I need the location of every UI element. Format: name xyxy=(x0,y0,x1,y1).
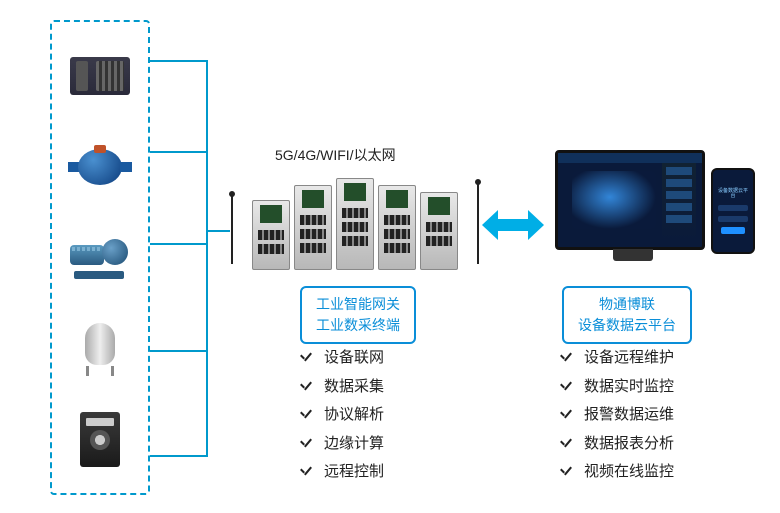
gateway-label-line2: 工业数采终端 xyxy=(316,315,400,336)
platform-label-line1: 物通博联 xyxy=(578,294,676,315)
feature-item: 报警数据运维 xyxy=(560,401,674,430)
feature-text: 视频在线监控 xyxy=(584,458,674,487)
feature-text: 报警数据运维 xyxy=(584,401,674,430)
gateway-hardware xyxy=(235,160,475,270)
phone-title: 设备数据云平台 xyxy=(717,189,749,200)
feature-text: 数据采集 xyxy=(324,373,384,402)
check-icon xyxy=(300,408,314,422)
gateway-unit-icon xyxy=(336,178,374,270)
device-electric-meter xyxy=(65,405,135,475)
pump-icon xyxy=(68,233,132,283)
feature-item: 远程控制 xyxy=(300,458,384,487)
device-flow-meter xyxy=(65,132,135,202)
feature-item: 设备远程维护 xyxy=(560,344,674,373)
gateway-unit-icon xyxy=(420,192,458,270)
check-icon xyxy=(560,465,574,479)
gateway-unit-icon xyxy=(294,185,332,270)
feature-item: 数据报表分析 xyxy=(560,430,674,459)
check-icon xyxy=(300,465,314,479)
feature-item: 数据采集 xyxy=(300,373,384,402)
device-bus-lines xyxy=(150,30,215,470)
platform-feature-list: 设备远程维护 数据实时监控 报警数据运维 数据报表分析 视频在线监控 xyxy=(560,344,674,487)
gateway-label-box: 工业智能网关 工业数采终端 xyxy=(300,286,416,344)
check-icon xyxy=(560,408,574,422)
check-icon xyxy=(560,380,574,394)
feature-item: 视频在线监控 xyxy=(560,458,674,487)
platform-label-line2: 设备数据云平台 xyxy=(578,315,676,336)
gateway-label-line1: 工业智能网关 xyxy=(316,294,400,315)
gateway-feature-list: 设备联网 数据采集 协议解析 边缘计算 远程控制 xyxy=(300,344,384,487)
gateway-unit-icon xyxy=(378,185,416,270)
feature-text: 边缘计算 xyxy=(324,430,384,459)
phone-icon: 设备数据云平台 xyxy=(711,168,755,254)
check-icon xyxy=(560,437,574,451)
feature-text: 设备远程维护 xyxy=(584,344,674,373)
feature-text: 数据报表分析 xyxy=(584,430,674,459)
feature-item: 边缘计算 xyxy=(300,430,384,459)
device-plc xyxy=(65,41,135,111)
feature-text: 远程控制 xyxy=(324,458,384,487)
electric-meter-icon xyxy=(80,412,120,467)
platform-label-box: 物通博联 设备数据云平台 xyxy=(562,286,692,344)
feature-text: 设备联网 xyxy=(324,344,384,373)
feature-item: 协议解析 xyxy=(300,401,384,430)
check-icon xyxy=(300,437,314,451)
cloud-platform-hardware: 设备数据云平台 xyxy=(555,150,755,280)
plc-icon xyxy=(70,57,130,95)
monitor-icon xyxy=(555,150,705,250)
check-icon xyxy=(300,380,314,394)
check-icon xyxy=(300,351,314,365)
tank-icon xyxy=(80,321,120,376)
bidirectional-arrow-icon xyxy=(482,210,544,240)
antenna-icon xyxy=(477,182,479,264)
feature-text: 数据实时监控 xyxy=(584,373,674,402)
gateway-unit-icon xyxy=(252,200,290,270)
device-tank xyxy=(65,314,135,384)
feature-text: 协议解析 xyxy=(324,401,384,430)
flow-meter-icon xyxy=(68,145,132,189)
devices-container xyxy=(50,20,150,495)
device-pump xyxy=(65,223,135,293)
feature-item: 设备联网 xyxy=(300,344,384,373)
feature-item: 数据实时监控 xyxy=(560,373,674,402)
check-icon xyxy=(560,351,574,365)
antenna-icon xyxy=(231,194,233,264)
